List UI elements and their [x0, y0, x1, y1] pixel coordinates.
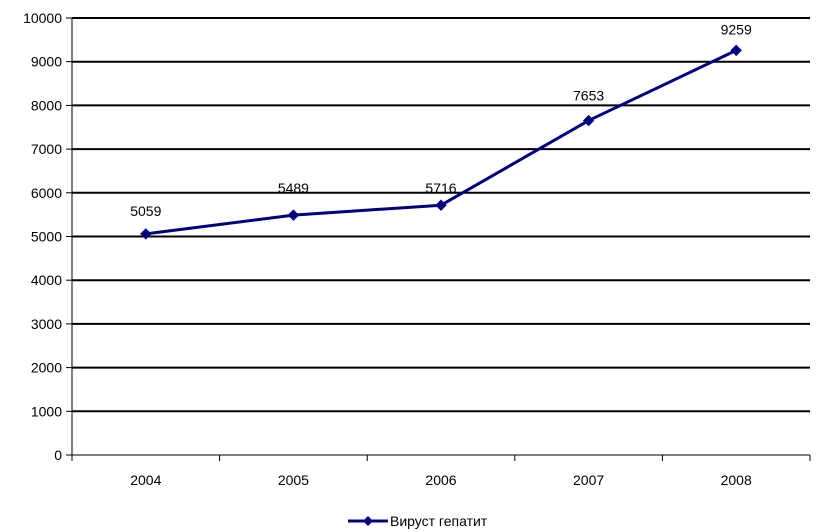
data-label: 5059	[130, 203, 161, 219]
x-tick-label: 2005	[278, 472, 309, 488]
data-point-marker	[140, 228, 152, 240]
data-point-marker	[730, 44, 742, 57]
legend: Вируст гепатит	[348, 513, 488, 529]
data-label: 5489	[278, 180, 309, 196]
y-tick-label: 7000	[31, 141, 62, 157]
y-tick-label: 9000	[31, 54, 62, 70]
gridlines	[72, 17, 810, 413]
data-point-marker	[582, 114, 595, 127]
data-label: 7653	[573, 88, 604, 104]
series-layer	[140, 44, 742, 240]
y-tick-label: 3000	[31, 316, 62, 332]
y-tick-label: 4000	[31, 272, 62, 288]
y-tick-label: 6000	[31, 185, 62, 201]
data-label: 9259	[721, 21, 752, 37]
y-tick-label: 5000	[31, 229, 62, 245]
y-tick-label: 2000	[31, 360, 62, 376]
y-tick-label: 1000	[31, 403, 62, 419]
data-point-marker	[435, 199, 447, 211]
legend-label: Вируст гепатит	[390, 513, 488, 529]
data-label: 5716	[425, 180, 456, 196]
data-labels: 5059 5489 5716 7653 9259	[130, 21, 752, 219]
x-axis-ticks: 2004 2005 2006 2007 2008	[71, 455, 811, 488]
legend-marker-swatch	[363, 516, 373, 526]
x-tick-label: 2008	[721, 472, 752, 488]
axes	[71, 18, 810, 456]
y-tick-label: 0	[54, 447, 62, 463]
y-axis-ticks: 0 1000 2000 3000 4000 5000 6000 7000 8000 9000 100…	[23, 10, 72, 463]
x-tick-label: 2006	[425, 472, 456, 488]
data-point-marker	[287, 209, 300, 221]
x-tick-label: 2004	[130, 472, 161, 488]
y-tick-label: 10000	[23, 10, 62, 26]
x-tick-label: 2007	[573, 472, 604, 488]
y-tick-label: 8000	[31, 97, 62, 113]
